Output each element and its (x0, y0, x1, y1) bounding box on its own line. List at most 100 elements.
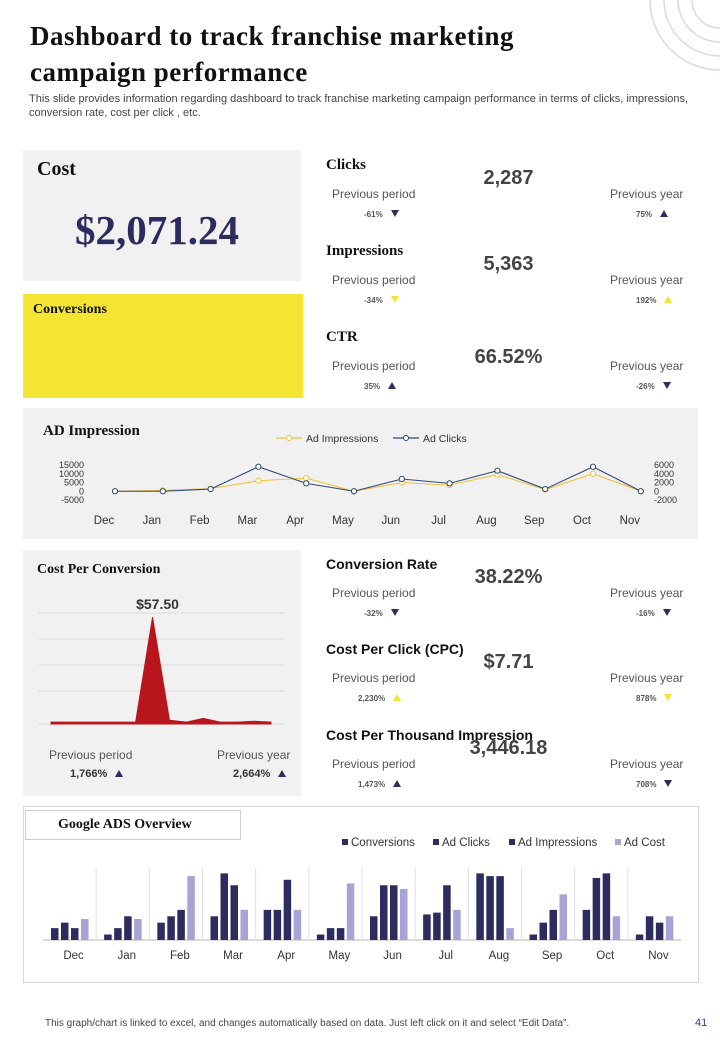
x-tick-label: May (329, 950, 351, 962)
down-arrow-icon (390, 296, 399, 303)
ad-clicks-point (542, 485, 549, 493)
y-right-tick-label: 6000 (654, 460, 674, 470)
kpi-block: Impressions 5,363 Previous period -34% Previ… (326, 243, 698, 323)
prev-year-change: -16% (636, 607, 671, 619)
bar-ad-impressions (390, 885, 398, 940)
bar-conversions (210, 916, 218, 940)
prev-period-pct: 2,230% (358, 694, 386, 703)
kpi-block: Clicks 2,287 Previous period -61% Previous y… (326, 157, 698, 237)
bar-ad-impressions (443, 885, 451, 940)
bar-ad-clicks (326, 928, 335, 940)
bar-conversions (316, 934, 325, 940)
bar-ad-impressions (655, 922, 664, 940)
prev-year-change: 192% (636, 294, 673, 306)
conversions-label: Conversions (33, 302, 107, 317)
ad-impression-panel: AD Impression (23, 408, 698, 539)
ad-clicks-point (637, 488, 644, 495)
x-tick-label: Nov (648, 950, 669, 962)
bar-ad-impressions (230, 885, 238, 940)
prev-period-label: Previous period (332, 187, 416, 201)
peak-value-label: $57.50 (136, 596, 179, 612)
legend-label: Ad Impressions (518, 837, 598, 849)
kpi-value: 2,287 (483, 167, 534, 189)
bar-ad-cost (559, 894, 567, 940)
bar-ad-impressions (177, 909, 185, 940)
conversions-panel: Conversions (23, 294, 303, 398)
prev-year-pct: 75% (636, 210, 653, 219)
bar-ad-cost (506, 928, 514, 940)
bar-conversions (51, 928, 59, 940)
bar-ad-cost (453, 909, 461, 940)
kpi-title: Conversion Rate (326, 556, 438, 572)
x-tick-label: Dec (63, 950, 84, 962)
x-tick-label: Oct (573, 515, 592, 527)
bar-ad-clicks (539, 922, 547, 940)
bar-conversions (263, 909, 272, 940)
kpi-title: Cost Per Click (CPC) (326, 641, 464, 657)
prev-year-change: 708% (636, 778, 673, 790)
up-arrow-icon (115, 770, 124, 777)
ad-clicks-point (111, 488, 119, 495)
down-arrow-icon (662, 382, 671, 389)
bar-ad-cost (346, 883, 355, 940)
page-subtitle: This slide provides information regardin… (29, 93, 689, 119)
prev-year-label: Previous year (610, 273, 684, 287)
x-tick-label: Mar (223, 950, 243, 962)
prev-period-label: Previous period (332, 359, 416, 373)
legend-label: Conversions (351, 837, 415, 849)
bar-ad-impressions (496, 876, 504, 940)
bar-ad-clicks (433, 912, 441, 940)
y-left-tick-label: 15000 (59, 460, 84, 470)
prev-year-change: 75% (636, 208, 669, 220)
cost-panel: Cost $2,071.24 (23, 150, 301, 281)
kpi-value: $7.71 (483, 651, 534, 673)
bar-ad-clicks (167, 916, 175, 940)
bar-conversions (104, 934, 112, 940)
page-title: Dashboard to track franchise marketing c… (30, 21, 514, 87)
kpi-block: Cost Per Thousand Impression 3,446.18 Prev… (326, 727, 698, 807)
bar-ad-impressions (336, 928, 345, 940)
y-right-tick-label: -2000 (654, 495, 677, 505)
cpc-prev-year: 2,664% (233, 768, 287, 780)
kpi-block: Cost Per Click (CPC) $7.71 Previous period… (326, 641, 698, 721)
bar-ad-clicks (220, 873, 228, 940)
x-tick-label: Dec (94, 515, 115, 527)
kpi-block: CTR 66.52% Previous period 35% Previous year… (326, 329, 698, 409)
x-tick-label: Feb (170, 950, 190, 962)
y-left-tick-label: 10000 (59, 469, 84, 479)
up-arrow-icon (278, 770, 287, 777)
bar-ad-impressions (602, 873, 611, 940)
x-tick-label: Jan (143, 515, 162, 527)
cost-per-conversion-area (50, 617, 272, 725)
x-tick-label: Nov (620, 515, 641, 527)
prev-period-pct: 1,473% (358, 780, 386, 789)
up-arrow-icon (664, 296, 673, 303)
prev-period-change: -34% (364, 294, 399, 306)
y-right-tick-label: 4000 (654, 469, 674, 479)
ad-clicks-point (303, 480, 310, 487)
kpi-value: 38.22% (474, 566, 543, 588)
bar-conversions (476, 873, 484, 940)
prev-period-change: -32% (364, 607, 399, 619)
prev-year-pct: 878% (636, 694, 657, 703)
bar-ad-impressions (71, 928, 79, 940)
bar-ad-clicks (592, 877, 601, 940)
kpi-value: 3,446.18 (469, 737, 548, 759)
ad-impressions-point (255, 477, 262, 484)
prev-period-change: -61% (364, 208, 399, 220)
x-tick-label: Jul (431, 515, 446, 527)
bar-conversions (582, 909, 591, 940)
kpi-title: CTR (326, 329, 358, 345)
ad-clicks-point (589, 463, 597, 470)
ad-clicks-point (350, 488, 358, 495)
x-tick-label: Feb (190, 515, 210, 527)
prev-year-label: Previous year (610, 757, 684, 771)
prev-period-change: 2,230% (358, 692, 402, 704)
x-tick-label: Oct (596, 950, 615, 962)
google-ads-chart: Conversions Ad Clicks Ad Impressions Ad Cos… (43, 837, 681, 962)
up-arrow-icon (388, 382, 397, 389)
x-tick-label: Aug (476, 515, 496, 527)
bar-ad-impressions (124, 916, 132, 940)
prev-period-label: Previous period (332, 586, 416, 600)
legend-swatch (342, 839, 348, 845)
